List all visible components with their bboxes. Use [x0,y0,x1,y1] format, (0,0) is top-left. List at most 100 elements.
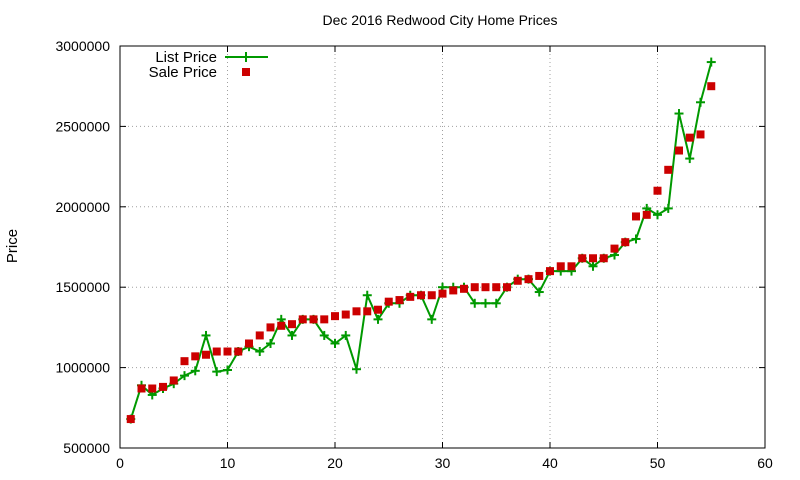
sale-price-point [202,350,210,359]
sale-price-point [492,283,501,292]
y-tick-label: 2000000 [55,199,110,215]
legend-label-sale-price: Sale Price [149,64,217,81]
sale-price-point [685,133,694,142]
sale-price-point [449,286,458,295]
sale-price-point [137,384,146,393]
sale-price-point [288,320,296,329]
sale-price-point [427,291,436,300]
y-tick-label: 2500000 [55,118,110,134]
sale-price-point [470,283,479,292]
sale-price-point [599,254,608,263]
grid-lines [120,46,765,448]
sale-price-point [245,339,253,348]
series-marks [126,57,716,424]
legend-marker-list-price [241,52,251,62]
sale-price-point [610,244,619,253]
chart-title: Dec 2016 Redwood City Home Prices [323,12,558,28]
list-price-point [481,298,490,308]
list-price-point [330,338,340,348]
sale-price-point [384,297,393,306]
sale-price-point [191,352,200,361]
sale-price-point [460,284,468,293]
sale-price-point [212,347,221,356]
list-price-point [201,330,211,340]
sale-price-point [417,291,425,300]
sale-price-point [503,283,511,292]
list-price-point [631,234,641,244]
sale-price-point [642,210,651,219]
sale-price-point [320,315,329,324]
sale-price-point [535,271,544,280]
axis-ticks: 0 10 20 30 40 50 60 500000 1000000 1500000 2000000… [55,38,773,471]
sale-price-point [277,321,286,330]
list-price-point [180,371,189,381]
x-tick-label: 40 [542,455,558,471]
sale-price-point [298,315,307,324]
sale-price-point [589,254,597,263]
sale-price-point [556,262,565,271]
x-tick-label: 10 [220,455,236,471]
y-axis-label: Price [4,229,21,263]
legend-marker-sale-price [242,68,250,76]
list-price-point [287,330,297,340]
sale-price-point [169,376,178,385]
list-price-point [319,330,329,340]
y-tick-label: 1000000 [55,360,110,376]
sale-price-point [234,347,243,356]
x-tick-label: 30 [435,455,451,471]
plot-frame [119,45,766,449]
sale-price-point [621,238,630,247]
sale-price-point [352,307,361,316]
list-price-point [663,203,673,213]
sale-price-point [309,315,318,324]
sale-price-point [159,382,167,391]
sale-price-point [524,275,533,284]
sale-price-point [632,212,640,221]
sale-price-point [341,310,350,319]
list-price-point [696,97,705,107]
legend-label-list-price: List Price [155,49,217,66]
list-price-point [373,314,383,324]
list-price-point [534,287,544,297]
list-price-point [266,338,275,348]
list-price-point [427,314,437,324]
sale-price-point [395,296,404,305]
sale-price-point [696,130,705,139]
list-price-point [470,298,480,308]
sale-price-point [567,262,576,271]
list-price-point [685,154,695,164]
sale-price-point [438,289,447,298]
list-price-point [588,261,598,271]
list-price-point [706,57,716,67]
sale-price-point [374,305,382,314]
sale-price-point [126,415,135,424]
sale-price-point [406,292,415,301]
list-price-point [223,365,232,375]
sale-price-point [481,283,490,292]
list-price-point [491,298,501,308]
sale-price-point [675,146,683,155]
legend: List Price Sale Price [149,49,268,81]
y-tick-label: 1500000 [55,279,110,295]
sale-price-point [664,165,673,174]
sale-price-point [180,357,189,366]
y-tick-label: 500000 [63,440,110,456]
x-tick-label: 20 [327,455,343,471]
x-tick-label: 60 [757,455,773,471]
sale-price-point [148,384,157,393]
x-tick-label: 50 [650,455,666,471]
list-price-point [212,367,222,377]
sale-price-point [707,82,716,91]
sale-price-point [513,276,522,285]
sale-price-point [653,186,662,195]
list-price-point [341,330,351,340]
list-price-point [653,210,662,220]
sale-price-point [363,307,372,316]
sale-price-point [255,331,264,340]
sale-price-point [331,312,339,321]
list-price-point [190,366,200,376]
list-price-point [352,364,361,374]
sale-price-point [266,323,275,332]
list-price-point [362,290,372,300]
